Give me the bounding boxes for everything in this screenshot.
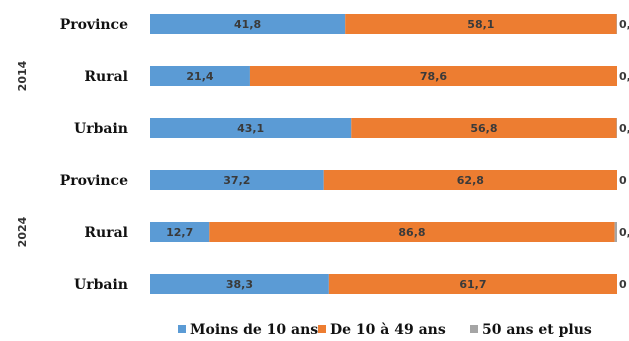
value-labels: 41,8 58,1 0,1 21,4 78,6 0,0 43,1 56,8 0,1 37,2 62,… (166, 18, 629, 291)
year-label: 2014 (16, 60, 29, 91)
value-label: 12,7 (166, 226, 193, 239)
value-label: 38,3 (226, 278, 253, 291)
value-label: 78,6 (420, 70, 447, 83)
legend-label: 50 ans et plus (482, 322, 592, 338)
legend: Moins de 10 ans De 10 à 49 ans 50 ans et p… (178, 322, 592, 338)
value-label: 43,1 (237, 122, 264, 135)
legend-swatch (178, 325, 186, 333)
value-label: 61,7 (459, 278, 486, 291)
bar-segment-de-10-49-ans (345, 14, 617, 34)
value-label: 0,0 (619, 70, 629, 83)
bar-segment-moins-de-10-ans (150, 14, 346, 34)
bar-segment-moins-de-10-ans (150, 170, 324, 190)
category-label: Urbain (74, 121, 128, 137)
legend-label: De 10 à 49 ans (330, 322, 446, 338)
legend-swatch (318, 325, 326, 333)
category-label: Urbain (74, 277, 128, 293)
bar-segment-de-10-49-ans (328, 274, 617, 294)
value-label: 0,1 (619, 18, 629, 31)
year-label: 2024 (16, 216, 29, 247)
bar-segment-de-10-49-ans (351, 118, 617, 138)
category-label: Province (60, 173, 128, 189)
bars (150, 14, 618, 294)
bar-segment-moins-de-10-ans (150, 66, 250, 86)
bar-segment-de-10-49-ans (323, 170, 617, 190)
legend-swatch (470, 325, 478, 333)
bar-segment-moins-de-10-ans (150, 222, 210, 242)
value-label: 0 (619, 278, 627, 291)
value-label: 0,5 (619, 226, 629, 239)
category-label: Rural (84, 69, 128, 85)
bar-segment-moins-de-10-ans (150, 274, 329, 294)
value-label: 86,8 (398, 226, 425, 239)
year-labels: 2014 2024 (16, 60, 29, 247)
bar-segment-50-ans-et-plus (614, 222, 617, 242)
value-label: 0 (619, 174, 627, 187)
category-label: Province (60, 17, 128, 33)
value-label: 0,1 (619, 122, 629, 135)
value-label: 58,1 (467, 18, 494, 31)
bar-segment-de-10-49-ans (209, 222, 615, 242)
bar-segment-moins-de-10-ans (150, 118, 352, 138)
category-labels: Province Rural Urbain Province Rural Urbain (60, 17, 128, 293)
value-label: 21,4 (186, 70, 213, 83)
value-label: 41,8 (234, 18, 261, 31)
bar-segment-de-10-49-ans (249, 66, 618, 86)
value-label: 37,2 (223, 174, 250, 187)
legend-label: Moins de 10 ans (190, 322, 318, 338)
value-label: 56,8 (470, 122, 497, 135)
value-label: 62,8 (457, 174, 484, 187)
category-label: Rural (84, 225, 128, 241)
